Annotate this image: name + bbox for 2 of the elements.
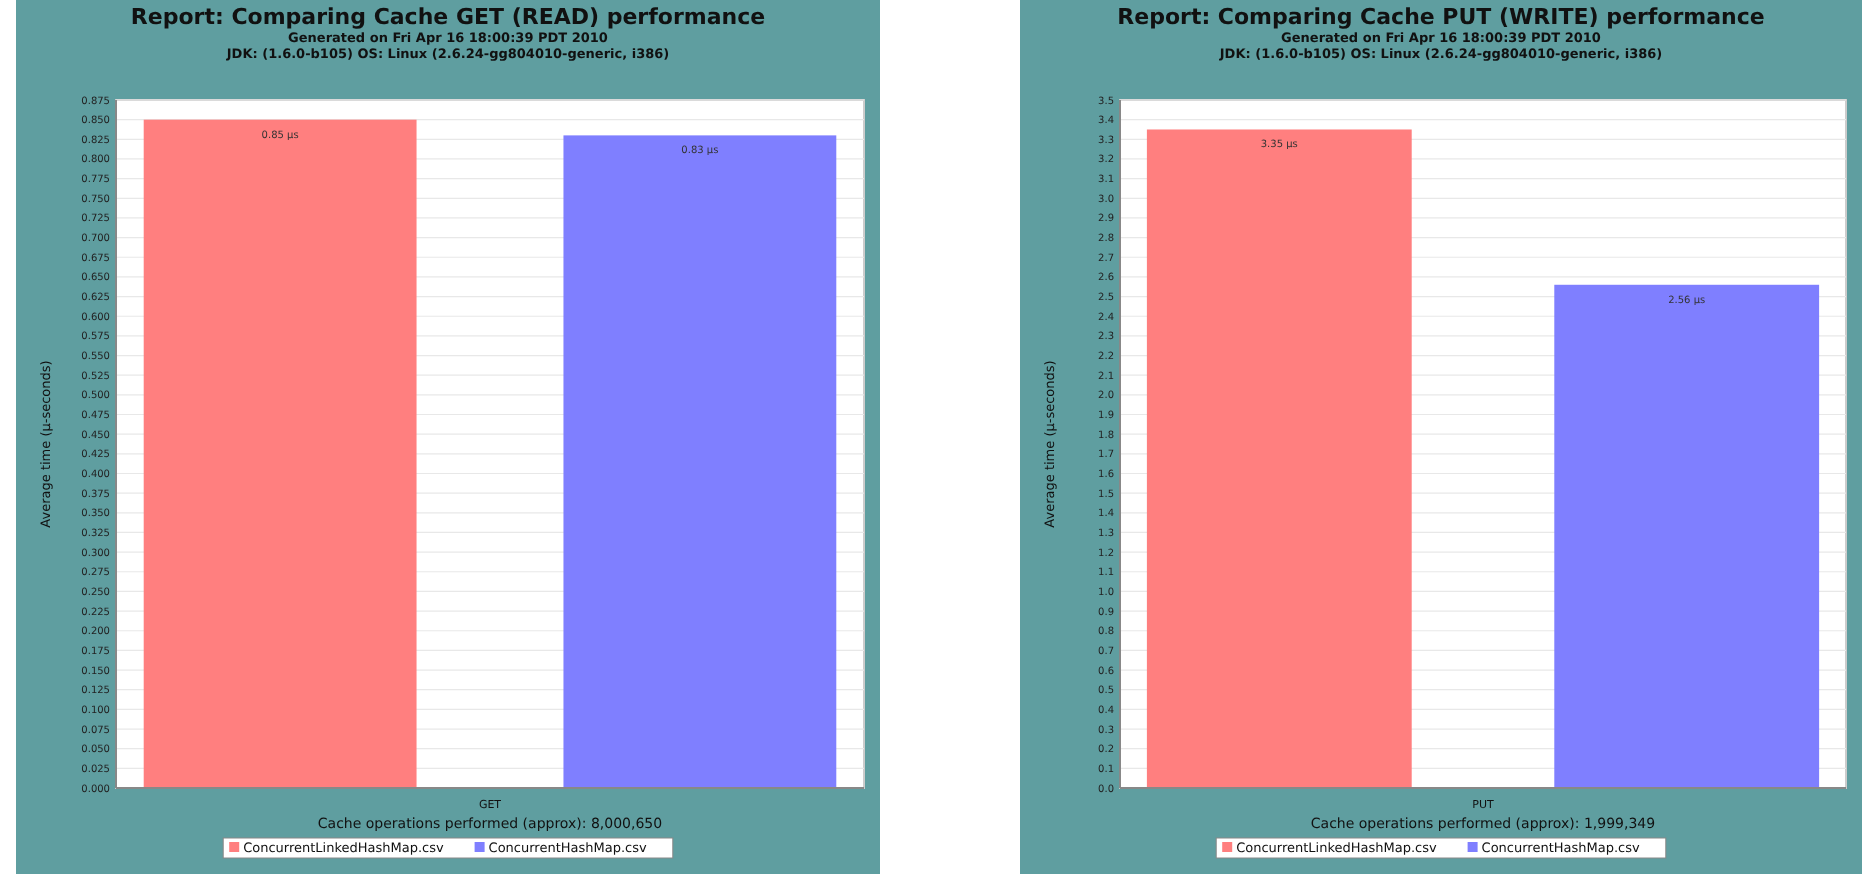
chart-title: Report: Comparing Cache GET (READ) performance	[130, 4, 766, 30]
chart-title: Report: Comparing Cache PUT (WRITE) performance	[1117, 4, 1765, 30]
